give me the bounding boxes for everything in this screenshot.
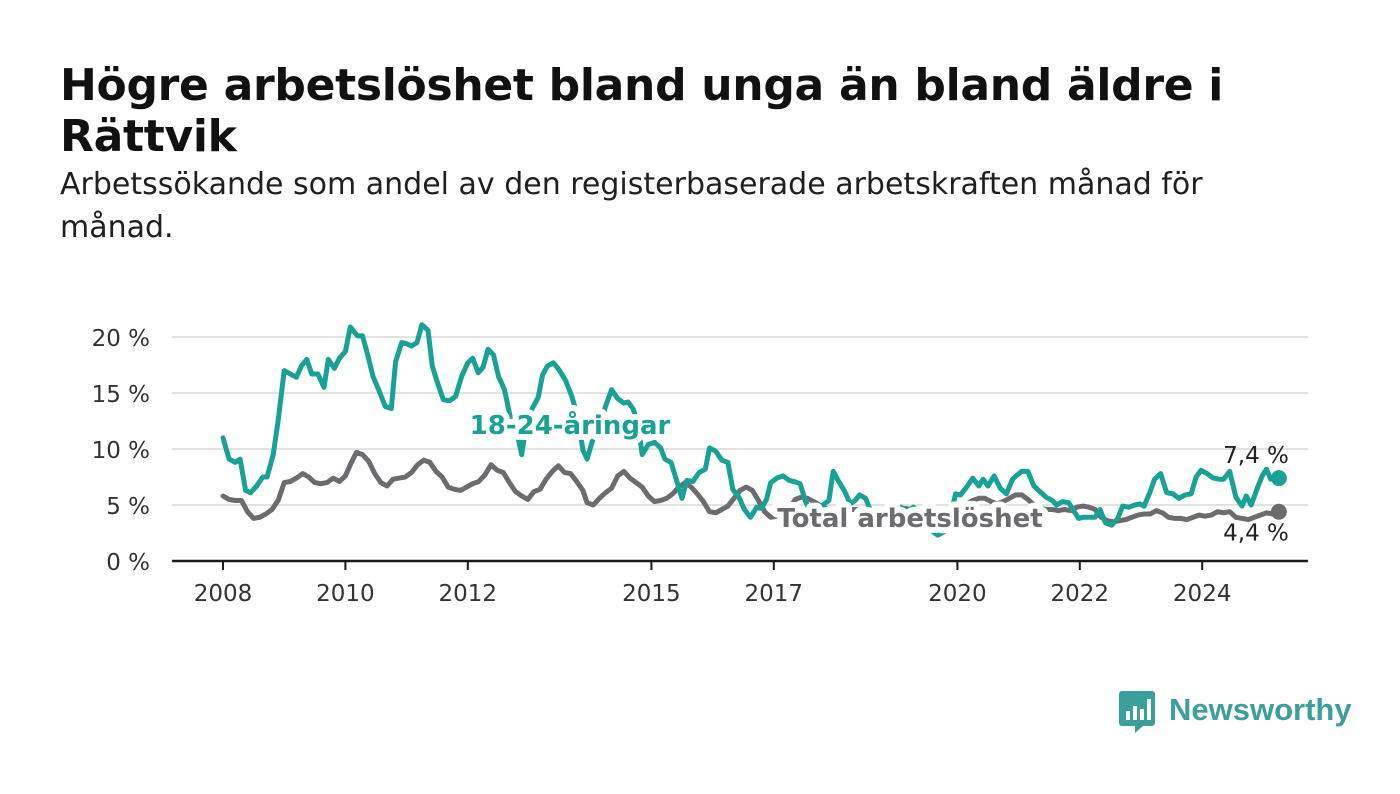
- y-tick-label: 10 %: [92, 438, 150, 464]
- chart-title: Högre arbetslöshet bland unga än bland ä…: [60, 60, 1224, 162]
- brand-name: Newsworthy: [1169, 692, 1352, 727]
- endpoint-total: [1270, 503, 1287, 520]
- x-tick-label: 2022: [1051, 581, 1110, 607]
- x-tick-label: 2012: [439, 581, 498, 607]
- x-tick-label: 2015: [622, 581, 681, 607]
- x-axis-ticks: 2008 2010 2012 2015 2017 2020 2022 2024: [172, 559, 1308, 607]
- end-label-total: 4,4 %: [1223, 521, 1289, 547]
- series-label-total-halo: Total arbetslöshet: [777, 504, 1042, 534]
- newsworthy-logo: Newsworthy: [1119, 690, 1352, 736]
- endpoint-youth: [1270, 470, 1287, 487]
- series-label-youth: 18-24-åringar: [470, 409, 671, 441]
- x-tick-label: 2020: [928, 581, 987, 607]
- series-label-youth-halo: 18-24-åringar: [470, 409, 671, 441]
- series-labels: 7,4 %4,4 %18-24-åringar18-24-åringarTota…: [464, 403, 1289, 547]
- series-label-total: Total arbetslöshet: [777, 504, 1042, 534]
- end-label-youth: 7,4 %: [1223, 443, 1289, 469]
- series-line-youth: [220, 322, 1280, 538]
- y-tick-label: 15 %: [92, 382, 150, 408]
- x-tick-label: 2008: [194, 581, 253, 607]
- x-tick-label: 2017: [745, 581, 804, 607]
- series-lines: [220, 322, 1287, 538]
- y-tick-label: 0 %: [106, 550, 150, 576]
- y-axis-ticks: 0 % 5 % 10 % 15 % 20 %: [92, 326, 150, 576]
- x-tick-label: 2010: [316, 581, 375, 607]
- newsworthy-logo-icon: [1119, 691, 1155, 733]
- chart-subtitle: Arbetssökande som andel av den registerb…: [60, 167, 1203, 245]
- x-tick-label: 2024: [1173, 581, 1232, 607]
- y-tick-label: 5 %: [106, 494, 150, 520]
- y-tick-label: 20 %: [92, 326, 150, 352]
